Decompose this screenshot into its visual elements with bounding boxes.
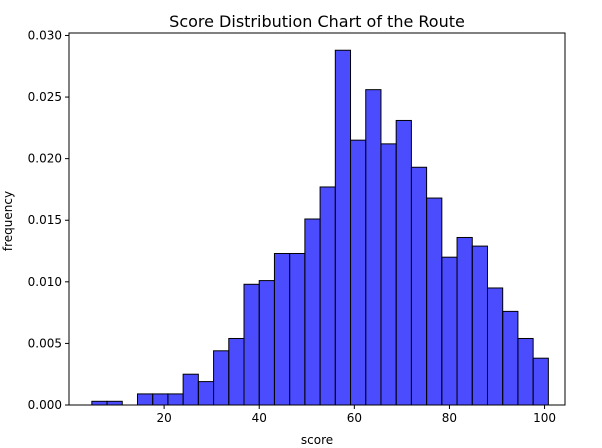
y-tick-label: 0.005 — [28, 336, 62, 350]
histogram-bar — [228, 337, 245, 406]
histogram-bar — [91, 400, 108, 406]
histogram-bar — [471, 245, 488, 406]
histogram-bar — [289, 252, 306, 406]
histogram-bar — [426, 197, 443, 406]
y-tick-label: 0.010 — [28, 275, 62, 289]
x-tick-label: 60 — [347, 411, 362, 425]
histogram-bar — [517, 337, 534, 406]
histogram-bar — [106, 400, 123, 406]
y-tick-label: 0.020 — [28, 152, 62, 166]
chart-title: Score Distribution Chart of the Route — [169, 12, 465, 31]
bars-group — [91, 49, 549, 406]
y-tick-label: 0.030 — [28, 28, 62, 42]
x-tick-label: 40 — [252, 411, 267, 425]
y-tick-label: 0.025 — [28, 90, 62, 104]
histogram-bar — [365, 89, 382, 406]
histogram-bar — [410, 166, 428, 406]
x-axis: 20 40 60 80 100 — [156, 405, 556, 425]
histogram-bar — [197, 381, 215, 406]
y-axis-label: frequency — [1, 191, 15, 251]
histogram-bar — [486, 287, 504, 406]
histogram-bar — [532, 357, 549, 406]
histogram-bar — [319, 186, 336, 406]
histogram-bar — [334, 49, 352, 406]
x-axis-label: score — [301, 433, 333, 447]
histogram-bar — [213, 350, 230, 406]
histogram-bar — [182, 373, 199, 406]
histogram-bar — [258, 280, 275, 406]
histogram-bar — [136, 393, 154, 406]
histogram-bar — [350, 139, 367, 406]
histogram-bar — [441, 256, 458, 406]
histogram-bar — [502, 310, 519, 406]
x-tick-label: 100 — [533, 411, 556, 425]
histogram-bar — [243, 283, 260, 406]
x-tick-label: 20 — [156, 411, 171, 425]
histogram-bar — [304, 218, 321, 406]
histogram-bar — [380, 143, 397, 406]
y-tick-label: 0.000 — [28, 398, 62, 412]
histogram-bar — [152, 393, 169, 406]
histogram-bar — [456, 236, 473, 406]
histogram-bar — [167, 393, 184, 406]
y-tick-label: 0.015 — [28, 213, 62, 227]
y-axis: 0.000 0.005 0.010 0.015 0.020 0.025 0.030 — [28, 28, 69, 412]
plot-frame — [68, 32, 566, 406]
histogram-bar — [273, 252, 291, 406]
histogram-bar — [395, 119, 412, 406]
x-tick-label: 80 — [442, 411, 457, 425]
